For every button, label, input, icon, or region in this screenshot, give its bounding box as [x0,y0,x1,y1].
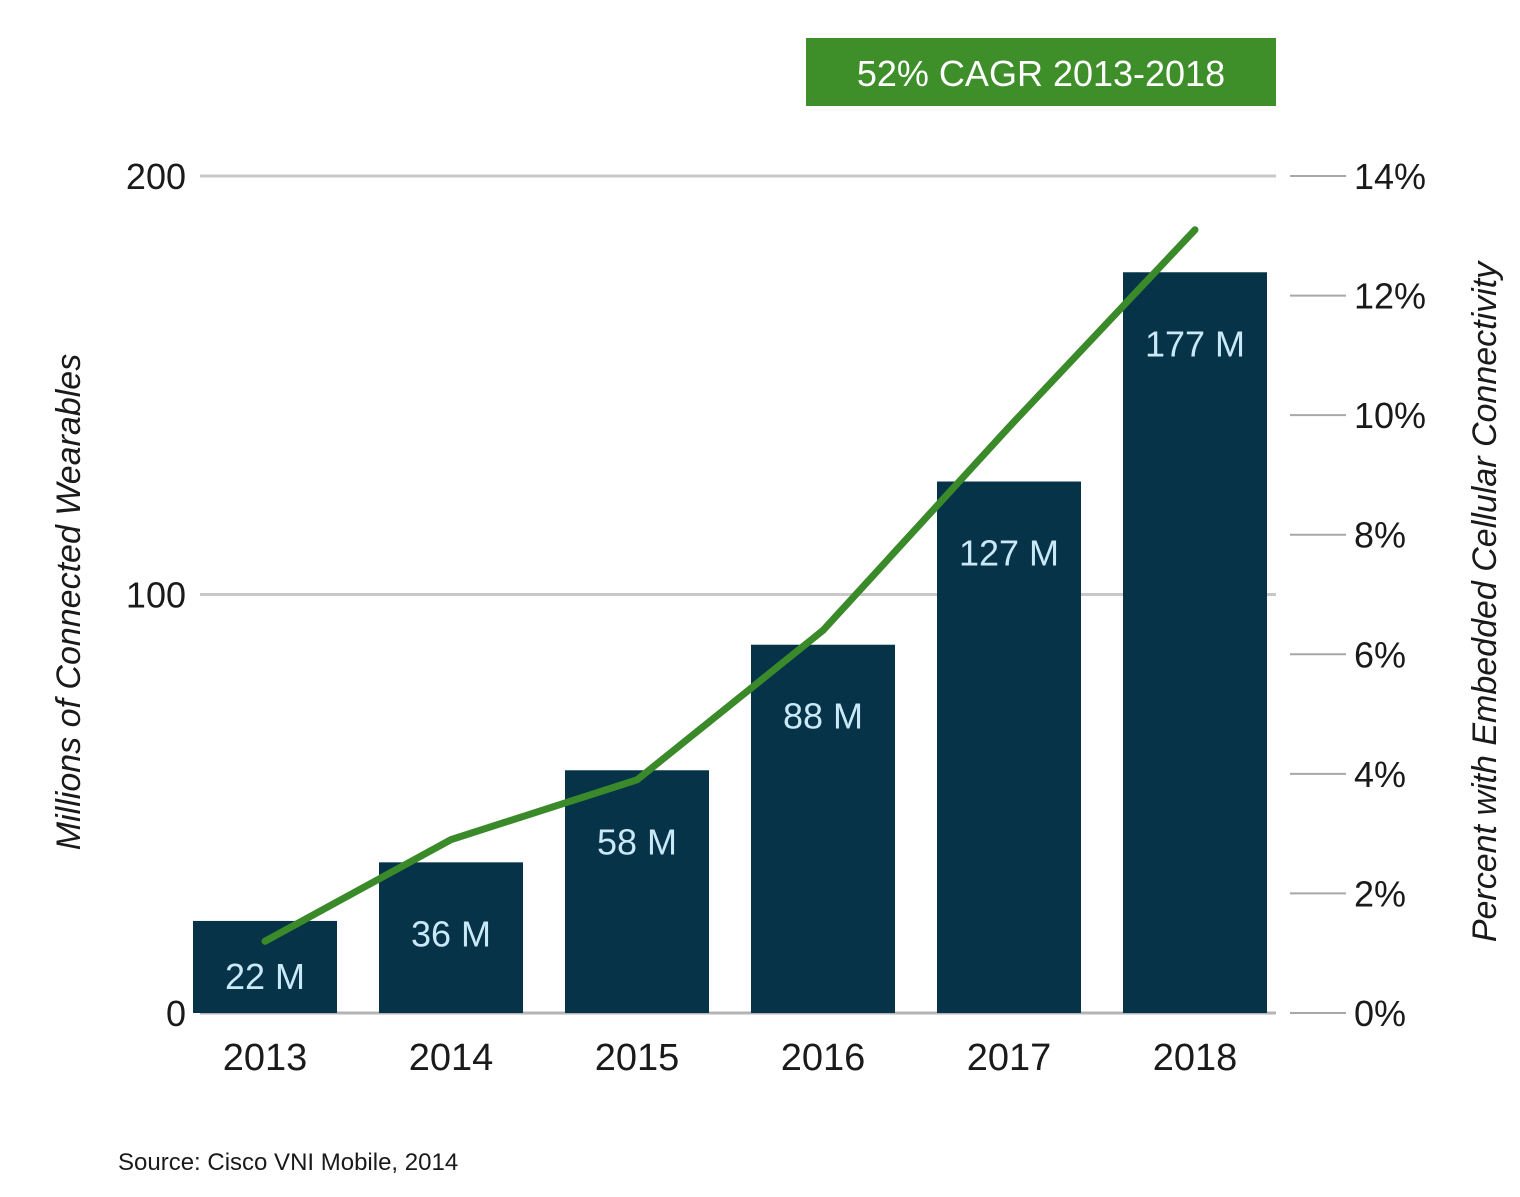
x-tick-label-2015: 2015 [595,1037,680,1079]
bar-2016 [751,644,895,1013]
bar-label-2016: 88 M [783,696,863,737]
x-tick-label-2016: 2016 [781,1037,866,1079]
bar-label-2018: 177 M [1145,323,1245,364]
y2-tick-label-3: 6% [1354,634,1406,675]
bar-2017 [937,481,1081,1013]
y2-tick-label-6: 12% [1354,276,1426,317]
x-tick-label-2018: 2018 [1153,1037,1238,1079]
cagr-badge: 52% CAGR 2013-2018 [806,38,1276,106]
source-note: Source: Cisco VNI Mobile, 2014 [118,1149,458,1176]
y2-tick-label-1: 2% [1354,873,1406,914]
bar-2013 [193,920,337,1013]
line-series-path [261,226,1199,945]
bar-2018 [1123,272,1267,1013]
bar-data-labels: 22 M 36 M 58 M 88 M 127 M 177 M [225,323,1245,997]
cagr-badge-box [806,38,1276,106]
y2-tick-label-5: 10% [1354,395,1426,436]
y2-axis-title: Percent with Embedded Cellular Connectiv… [1466,260,1504,942]
x-tick-label-2014: 2014 [409,1037,494,1079]
y2-tick-label-4: 8% [1354,515,1406,556]
axis-ticks: 0 100 200 0% 2% 4% 6% 8% 10% 12% 14% 2013 2014 2015 20… [126,156,1426,1079]
bar-label-2015: 58 M [597,821,677,862]
y2-tick-label-0: 0% [1354,993,1406,1034]
y-tick-label-200: 200 [126,156,186,197]
bar-series [193,272,1267,1013]
cagr-badge-text: 52% CAGR 2013-2018 [857,53,1225,94]
x-tick-label-2017: 2017 [967,1037,1052,1079]
x-tick-label-2013: 2013 [223,1037,308,1079]
bar-2014 [379,862,523,1013]
y-tick-label-0: 0 [166,993,186,1034]
bar-label-2013: 22 M [225,956,305,997]
line-series [261,226,1199,945]
bar-label-2014: 36 M [411,913,491,954]
y2-tick-label-2: 4% [1354,754,1406,795]
y-tick-label-100: 100 [126,575,186,616]
bar-2015 [565,770,709,1013]
bar-label-2017: 127 M [959,533,1059,574]
y-axis-title: Millions of Connected Wearables [50,354,88,850]
y2-tick-label-7: 14% [1354,156,1426,197]
